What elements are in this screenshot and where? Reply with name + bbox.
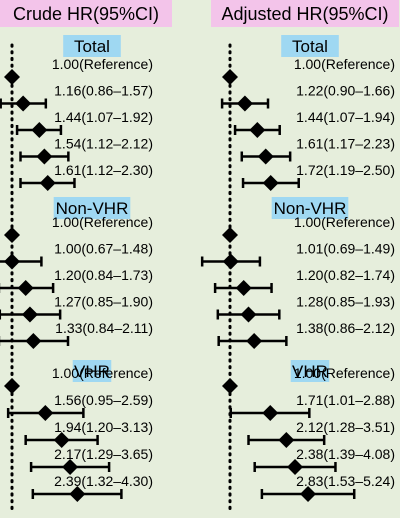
group-label: Non-VHR [274, 199, 347, 218]
hr-value-label: 1.61(1.12–2.30) [54, 162, 153, 178]
hr-value-label: 1.56(0.95–2.59) [54, 392, 153, 408]
hr-value-label: 1.54(1.12–2.12) [54, 136, 153, 152]
hr-value-label: 1.44(1.07–1.94) [296, 109, 395, 125]
hr-point [17, 280, 34, 296]
hr-point [249, 122, 266, 138]
hr-point [278, 432, 295, 448]
hr-value-label: 2.38(1.39–4.08) [296, 446, 395, 462]
group-label-box [63, 35, 121, 57]
hr-point [236, 95, 253, 112]
group-label-box [290, 360, 330, 382]
hr-value-label: 1.00(Reference) [52, 365, 153, 381]
hr-point [262, 175, 279, 191]
hr-point [69, 486, 86, 502]
hr-point [4, 253, 20, 270]
hr-value-label: 1.20(0.84–1.73) [54, 267, 153, 283]
group-label: Non-VHR [56, 199, 129, 218]
hr-point [262, 405, 279, 421]
group-label-box [53, 197, 131, 219]
panel-title: Adjusted HR(95%CI) [221, 4, 388, 24]
group-label: Total [74, 37, 110, 56]
hr-point [4, 69, 20, 85]
hr-point [62, 459, 79, 475]
hr-point [246, 333, 263, 349]
hr-value-label: 1.20(0.82–1.74) [296, 267, 395, 283]
hr-point [39, 175, 56, 191]
hr-value-label: 1.00(0.67–1.48) [54, 241, 153, 257]
group-label: VHR [292, 362, 328, 381]
hr-value-label: 1.38(0.86–2.12) [296, 320, 395, 336]
hr-point [257, 148, 274, 165]
group-label-box [72, 360, 112, 382]
hr-point [222, 253, 239, 270]
hr-value-label: 2.17(1.29–3.65) [54, 446, 153, 462]
hr-value-label: 1.94(1.20–3.13) [54, 419, 153, 435]
hr-value-label: 1.00(Reference) [294, 56, 395, 72]
group-label-box [271, 197, 349, 219]
hr-point [25, 333, 42, 349]
hr-value-label: 1.44(1.07–1.92) [54, 109, 153, 125]
hr-value-label: 2.12(1.28–3.51) [296, 419, 395, 435]
hr-value-label: 1.00(Reference) [294, 214, 395, 230]
hr-point [222, 378, 238, 394]
hr-point [15, 95, 32, 112]
hr-point [31, 122, 48, 138]
hr-value-label: 1.16(0.86–1.57) [54, 83, 153, 99]
hr-value-label: 1.00(Reference) [52, 214, 153, 230]
hr-point [21, 306, 38, 323]
hr-value-label: 1.61(1.17–2.23) [296, 136, 395, 152]
hr-value-label: 1.01(0.69–1.49) [296, 241, 395, 257]
panel-header-box [0, 0, 172, 27]
group-label: VHR [74, 362, 110, 381]
hr-point [300, 486, 317, 502]
hr-value-label: 1.72(1.19–2.50) [296, 162, 395, 178]
hr-value-label: 1.00(Reference) [294, 365, 395, 381]
hr-value-label: 1.27(0.85–1.90) [54, 294, 153, 310]
hr-point [4, 227, 20, 243]
hr-value-label: 1.71(1.01–2.88) [296, 392, 395, 408]
panel-title: Crude HR(95%CI) [13, 4, 159, 24]
hr-point [287, 459, 304, 475]
hr-point [235, 280, 252, 296]
group-label-box [281, 35, 339, 57]
hr-value-label: 1.22(0.90–1.66) [296, 83, 395, 99]
hr-point [36, 148, 53, 165]
hr-point [37, 405, 54, 421]
hr-value-label: 1.33(0.84–2.11) [55, 320, 153, 336]
panel-header-box [211, 0, 399, 27]
hr-point [53, 432, 70, 448]
hr-point [222, 227, 238, 243]
hr-point [4, 378, 20, 394]
hr-value-label: 2.83(1.53–5.24) [296, 473, 395, 489]
hr-point [240, 306, 257, 323]
hr-value-label: 2.39(1.32–4.30) [54, 473, 153, 489]
hr-value-label: 1.28(0.85–1.93) [296, 294, 395, 310]
group-label: Total [292, 37, 328, 56]
hr-value-label: 1.00(Reference) [52, 56, 153, 72]
hr-point [222, 69, 238, 85]
